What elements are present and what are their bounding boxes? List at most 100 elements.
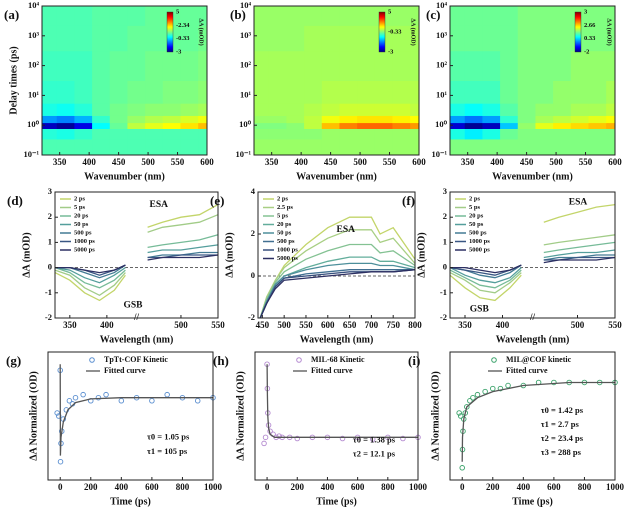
heat-cell <box>535 138 554 156</box>
spectrum-line <box>259 269 416 319</box>
y-axis-label: ΔA Normalized (OD) <box>235 371 246 461</box>
x-tick-label: 450 <box>520 157 534 167</box>
heat-cell <box>145 122 164 130</box>
heat-cell <box>450 138 466 156</box>
heat-cell <box>535 128 554 140</box>
x-tick-label: 1000 <box>606 482 625 492</box>
data-point <box>467 398 473 404</box>
annotation: τ2 = 12.1 ps <box>353 448 396 458</box>
plot-frame <box>257 191 416 319</box>
x-tick-label: 500 <box>277 320 291 330</box>
heat-cell <box>606 50 616 81</box>
axis-break: // <box>529 312 536 322</box>
data-point <box>339 435 346 442</box>
heat-cell <box>357 122 376 130</box>
heat-cell <box>180 80 199 104</box>
heat-cell <box>254 50 270 81</box>
y-tick-label: 10⁻¹ <box>235 149 251 159</box>
heat-cell <box>42 103 58 116</box>
x-tick-label: 400 <box>517 482 531 492</box>
x-tick-label: 350 <box>458 320 472 330</box>
legend-label: 2 ps <box>469 195 480 202</box>
legend-label: 1000 ps <box>74 238 95 245</box>
heat-cell <box>109 6 128 26</box>
y-tick-label: 10² <box>240 60 252 70</box>
x-tick-label: 200 <box>84 482 98 492</box>
x-tick-label: 350 <box>265 157 279 167</box>
y-tick-label: 10⁴ <box>436 0 448 10</box>
spectrum-line <box>449 234 616 294</box>
plot-frame <box>449 5 616 156</box>
heat-cell <box>268 138 287 156</box>
heat-cell <box>42 122 58 130</box>
data-point <box>490 385 496 392</box>
heat-cell <box>500 122 519 130</box>
panel-label: (i) <box>408 353 420 368</box>
x-tick-label: 400 <box>294 157 308 167</box>
x-tick-label: 1000 <box>204 482 223 492</box>
heat-cell <box>464 128 483 140</box>
heat-cell <box>374 103 393 116</box>
data-point <box>95 394 102 401</box>
x-tick-label: 1000 <box>409 482 428 492</box>
heat-cell <box>304 80 323 104</box>
legend-swatch <box>296 357 302 363</box>
heat-cell <box>482 25 501 52</box>
heat-cell <box>109 80 128 104</box>
panel-label: (f) <box>402 193 415 208</box>
heat-cell <box>74 103 93 116</box>
heat-cell <box>374 138 393 156</box>
heat-cell <box>42 128 58 140</box>
heat-cell <box>464 80 483 104</box>
legend-label: 500 ps <box>74 229 92 236</box>
y-tick-label: 10⁴ <box>28 0 40 10</box>
y-tick-label: -2 <box>45 312 52 322</box>
heat-cell <box>588 80 607 104</box>
x-tick-label: 500 <box>174 320 188 330</box>
heat-cell <box>198 128 208 140</box>
heat-cell <box>517 25 536 52</box>
heat-cell <box>450 103 466 116</box>
heat-cell <box>42 6 58 26</box>
spectrum-line <box>55 254 219 274</box>
x-tick-label: 600 <box>200 157 214 167</box>
plot-frame <box>54 191 219 319</box>
colorbar-label: 2.66 <box>584 22 596 29</box>
panel-label: (a) <box>4 7 19 22</box>
heat-cell <box>254 6 270 26</box>
heat-cell <box>392 128 411 140</box>
heat-cell <box>254 103 270 116</box>
heat-cell <box>339 115 358 124</box>
heat-cell <box>254 128 270 140</box>
heat-cell <box>127 103 146 116</box>
x-tick-label: 500 <box>549 157 563 167</box>
heat-cell <box>180 25 199 52</box>
y-axis-label: ΔA (mOD) <box>416 232 427 277</box>
legend-label: MIL-68 Kinetic <box>311 355 365 364</box>
heat-cell <box>286 6 305 26</box>
annotation: GSB <box>123 301 143 311</box>
legend-label: 50 ps <box>277 229 292 236</box>
heat-cell <box>127 128 146 140</box>
y-tick-label: 10⁻¹ <box>23 149 39 159</box>
fit-curve <box>461 381 615 462</box>
x-tick-label: 800 <box>176 482 190 492</box>
x-tick-label: 350 <box>63 320 77 330</box>
heat-cell <box>450 50 466 81</box>
heat-cell <box>145 80 164 104</box>
heat-cell <box>588 122 607 130</box>
x-axis-label: Wavenumber (nm) <box>84 171 165 182</box>
heat-cell <box>535 80 554 104</box>
heat-cell <box>464 138 483 156</box>
heat-cell <box>482 6 501 26</box>
heat-cell <box>304 122 323 130</box>
heat-cell <box>482 115 501 124</box>
legend-label: 500 ps <box>277 238 295 245</box>
heat-cell <box>339 6 358 26</box>
heat-cell <box>127 80 146 104</box>
heat-cell <box>339 80 358 104</box>
x-tick-label: 650 <box>343 320 357 330</box>
legend-label: Fitted curve <box>311 366 353 375</box>
x-tick-label: 400 <box>82 157 96 167</box>
heat-cell <box>339 50 358 81</box>
